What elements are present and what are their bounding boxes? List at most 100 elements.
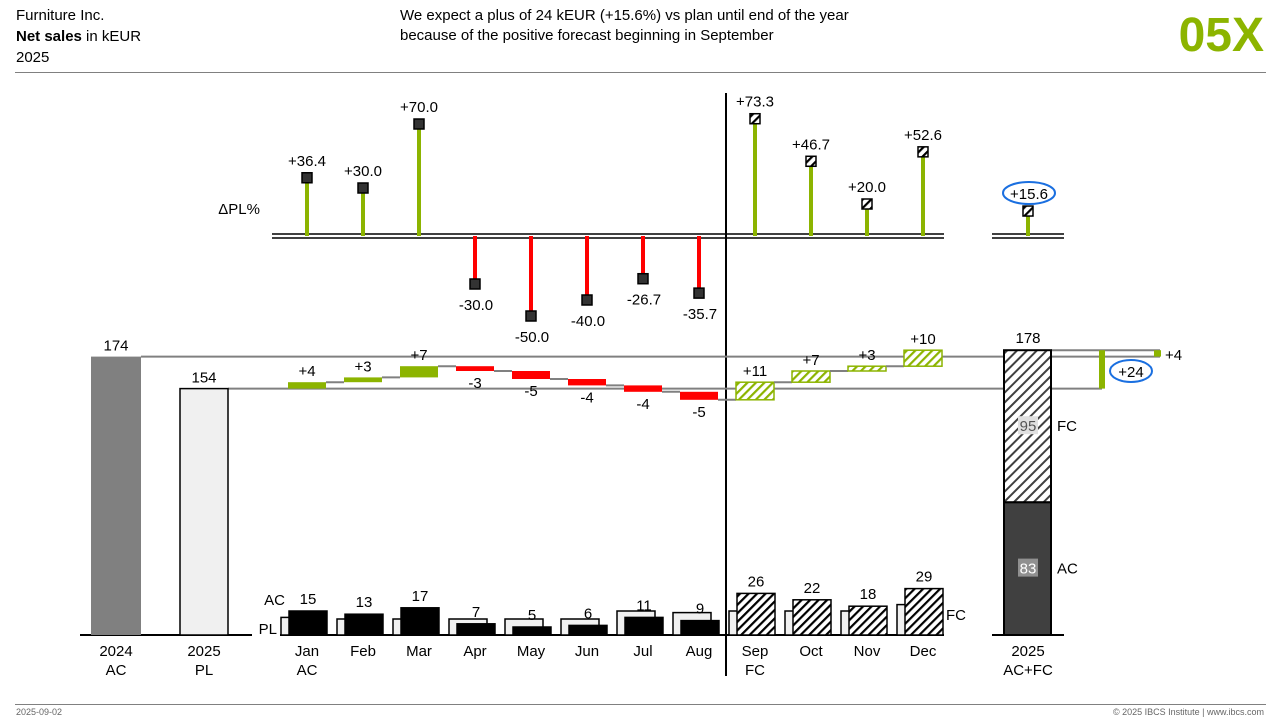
footer-divider: [15, 704, 1266, 705]
year-ac-label-box: [1018, 558, 1038, 577]
delta-vs-pl-bar: [1099, 350, 1105, 389]
value-label-jan: 15: [300, 591, 317, 608]
pct-pin-apr: [473, 236, 477, 284]
category-label-pl-scenario: PL: [195, 662, 213, 679]
delta-bar-nov: [847, 365, 887, 372]
measure-title: Net sales in kEUR: [16, 27, 141, 47]
pct-pin-mar: [417, 124, 421, 236]
delta-bar-jul: [624, 385, 662, 392]
message-line-2: because of the positive forecast beginni…: [400, 27, 774, 44]
pct-label-dec: +52.6: [904, 127, 942, 144]
pct-marker-mar: [413, 118, 425, 130]
pct-marker-jul: [637, 272, 649, 285]
delta-label-feb: +3: [354, 358, 371, 375]
pct-marker-jan: [301, 172, 313, 184]
fc-bar-nov: [848, 605, 888, 636]
delta-bar-jun: [568, 379, 606, 386]
value-label-dec: 29: [916, 569, 933, 586]
pct-marker-may: [525, 310, 537, 322]
company-name: Furniture Inc.: [16, 7, 105, 24]
pct-label-mar: +70.0: [400, 99, 438, 116]
value-label-jun: 6: [584, 605, 592, 622]
category-label-may: May: [517, 643, 546, 660]
pct-label-jul: -26.7: [627, 292, 661, 309]
category-label-pl-year: 2025: [187, 643, 220, 660]
pct-label-feb: +30.0: [344, 163, 382, 180]
value-label-may: 5: [528, 607, 536, 624]
delta-label-jul: -4: [636, 396, 649, 413]
category-sublabel-sep: FC: [745, 662, 765, 679]
delta-vs-py-bar: [1154, 350, 1161, 357]
pct-pin-total: [1026, 211, 1030, 236]
pct-pin-jan: [305, 177, 309, 236]
ac-bar-mar: [400, 607, 440, 636]
row-label-pl: PL: [259, 621, 277, 638]
delta-bar-apr: [456, 366, 494, 371]
value-label-apr: 7: [472, 604, 480, 621]
pct-label-may: -50.0: [515, 329, 549, 346]
pct-marker-nov: [861, 198, 873, 210]
fc-bar-oct: [792, 599, 832, 636]
delta-label-jan: +4: [298, 363, 315, 380]
delta-bar-sep: [735, 381, 775, 401]
category-label-py-year: 2024: [99, 643, 132, 660]
ac-bar-jan: [288, 610, 328, 636]
pct-label-total: +15.6: [1010, 186, 1048, 203]
ac-bar-jul: [624, 616, 664, 636]
footer-copyright: © 2025 IBCS Institute | www.ibcs.com: [1112, 707, 1264, 717]
value-label-feb: 13: [356, 594, 373, 611]
ac-bar-may: [512, 626, 552, 636]
fc-bar-dec: [904, 587, 944, 636]
category-label-aug: Aug: [686, 643, 713, 660]
row-label-ac: AC: [264, 592, 285, 609]
py-total-label: 174: [103, 338, 128, 355]
pct-label-oct: +46.7: [792, 136, 830, 153]
period: 2025: [16, 49, 50, 66]
pct-pin-jun: [585, 236, 589, 300]
value-label-sep: 26: [748, 573, 765, 590]
category-label-nov: Nov: [854, 643, 881, 660]
category-label-jan: Jan: [295, 643, 319, 660]
category-label-oct: Oct: [799, 643, 823, 660]
category-label-jul: Jul: [633, 643, 652, 660]
pct-total-highlight: [1002, 181, 1056, 205]
message-line-1: We expect a plus of 24 kEUR (+15.6%) vs …: [400, 7, 849, 24]
pct-marker-oct: [805, 155, 817, 168]
measure-unit: in kEUR: [81, 28, 142, 45]
pct-marker-jun: [581, 294, 593, 306]
pl-total-bar: [179, 387, 229, 636]
delta-label-aug: -5: [692, 404, 705, 421]
category-label-year-scenario: AC+FC: [1003, 662, 1053, 679]
delta-bar-oct: [791, 370, 831, 383]
pct-pin-dec: [921, 151, 925, 236]
py-total-bar: [91, 356, 141, 635]
pct-axis-label: ΔPL%: [218, 201, 260, 218]
pct-marker-aug: [693, 287, 705, 299]
category-label-apr: Apr: [463, 643, 486, 660]
year-fc-tag: FC: [1057, 418, 1077, 435]
pct-label-nov: +20.0: [848, 179, 886, 196]
delta-label-may: -5: [524, 383, 537, 400]
pct-pin-may: [529, 236, 533, 316]
ac-bar-jun: [568, 624, 608, 636]
year-total-fc-value: 95: [1020, 418, 1037, 435]
year-ac-tag: AC: [1057, 561, 1078, 578]
delta-vs-pl-label: +24: [1118, 364, 1143, 381]
delta-bar-mar: [400, 366, 438, 378]
pct-pin-sep: [753, 118, 757, 236]
delta-vs-py-label: +4: [1165, 347, 1182, 364]
row-label-fc: FC: [946, 607, 966, 624]
pct-pin-nov: [865, 204, 869, 236]
pct-marker-apr: [469, 278, 481, 290]
delta-label-sep: +11: [743, 363, 767, 380]
delta-label-jun: -4: [580, 389, 593, 406]
pct-pin-aug: [697, 236, 701, 294]
ac-bar-aug: [680, 619, 720, 636]
year-fc-label-box: [1018, 416, 1038, 435]
year-total-label: 178: [1015, 330, 1040, 347]
pl-total-label: 154: [191, 370, 216, 387]
pct-marker-feb: [357, 182, 369, 194]
category-label-feb: Feb: [350, 643, 376, 660]
